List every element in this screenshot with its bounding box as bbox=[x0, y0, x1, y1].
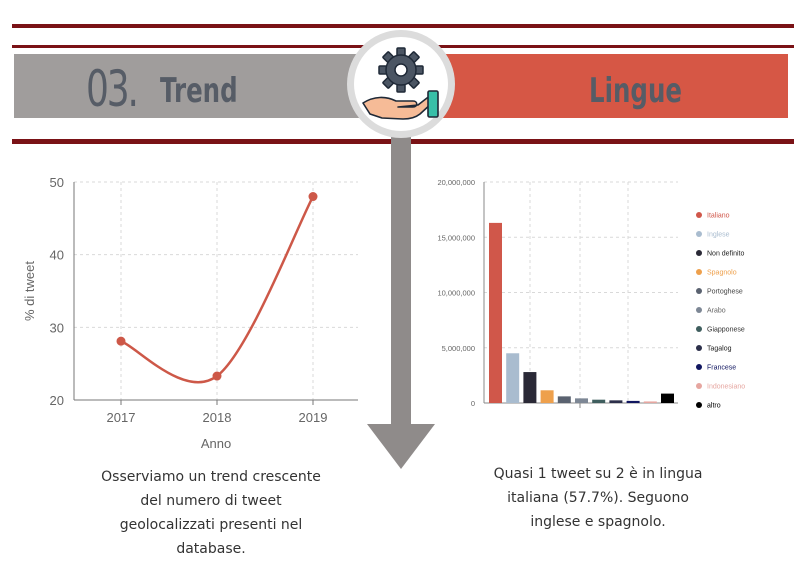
y-tick-label: 20 bbox=[50, 393, 64, 408]
legend-label: Non definito bbox=[707, 251, 744, 258]
bar-italiano bbox=[489, 222, 502, 403]
lingue-title: Lingue bbox=[589, 71, 682, 111]
legend-swatch bbox=[696, 288, 702, 294]
y-tick-label: 0 bbox=[471, 399, 475, 408]
legend-swatch bbox=[696, 307, 702, 313]
y-axis-label: % di tweet bbox=[22, 261, 37, 321]
legend-label: Italiano bbox=[707, 213, 730, 220]
x-tick-label: 2019 bbox=[299, 410, 328, 425]
bar-giapponese bbox=[592, 399, 606, 403]
bar-altro bbox=[661, 393, 674, 403]
legend-swatch bbox=[696, 250, 702, 256]
x-tick-label: 2017 bbox=[107, 410, 136, 425]
legend-label: Indonesiano bbox=[707, 384, 745, 391]
bar-spagnolo bbox=[540, 390, 554, 403]
legend-swatch bbox=[696, 212, 702, 218]
legend-label: Tagalog bbox=[707, 346, 732, 353]
lingue-caption: Quasi 1 tweet su 2 è in lingua italiana … bbox=[493, 466, 703, 530]
legend-swatch bbox=[696, 364, 702, 370]
y-tick-label: 5,000,000 bbox=[442, 344, 475, 353]
legend-label: Portoghese bbox=[707, 289, 743, 296]
data-point bbox=[116, 336, 126, 346]
section-number: 03. bbox=[86, 60, 139, 118]
trend-caption: Osserviamo un trend crescente del numero… bbox=[101, 469, 321, 557]
y-tick-label: 40 bbox=[50, 248, 64, 263]
y-tick-label: 15,000,000 bbox=[437, 233, 475, 242]
legend-swatch bbox=[696, 326, 702, 332]
lingue-header-band bbox=[410, 54, 788, 118]
bar-indonesiano bbox=[643, 401, 657, 403]
trend-series-line bbox=[120, 195, 315, 384]
trend-title: Trend bbox=[160, 71, 238, 111]
top-rule bbox=[12, 24, 794, 28]
legend-swatch bbox=[696, 345, 702, 351]
legend-label: Inglese bbox=[707, 232, 730, 239]
y-tick-label: 50 bbox=[50, 175, 64, 190]
legend-swatch bbox=[696, 269, 702, 275]
y-tick-label: 10,000,000 bbox=[437, 289, 475, 298]
y-tick-label: 20,000,000 bbox=[437, 178, 475, 187]
legend-label: Spagnolo bbox=[707, 270, 737, 277]
trend-header-band bbox=[14, 54, 394, 118]
legend-label: Arabo bbox=[707, 308, 726, 315]
legend-swatch bbox=[696, 231, 702, 237]
legend-swatch bbox=[696, 383, 702, 389]
data-point bbox=[212, 371, 222, 381]
x-axis-label: Anno bbox=[201, 436, 231, 451]
bar-arabo bbox=[575, 398, 588, 403]
legend-label: Giapponese bbox=[707, 327, 745, 334]
legend-label: altro bbox=[707, 403, 721, 410]
x-tick-label: 2018 bbox=[203, 410, 232, 425]
data-point bbox=[308, 192, 318, 202]
legend-label: Francese bbox=[707, 365, 736, 372]
legend-swatch bbox=[696, 402, 702, 408]
bar-tagalog bbox=[609, 400, 623, 403]
bar-portoghese bbox=[557, 396, 571, 403]
y-tick-label: 30 bbox=[50, 320, 64, 335]
bar-non-definito bbox=[523, 372, 537, 403]
bar-inglese bbox=[506, 353, 520, 403]
bar-francese bbox=[626, 400, 640, 403]
